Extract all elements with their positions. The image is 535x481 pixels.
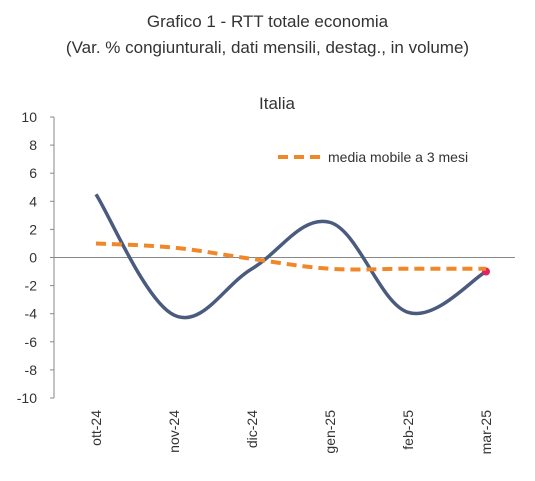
y-tick-label: -4 [25, 306, 38, 322]
y-tick-label: 4 [29, 193, 37, 209]
page-subtitle: (Var. % congiunturali, dati mensili, des… [65, 38, 470, 57]
x-tick-label: ott-24 [88, 410, 104, 446]
chart-title: Italia [259, 94, 295, 113]
series-line-moving-average [95, 241, 486, 272]
y-tick-label: 2 [29, 221, 37, 237]
y-tick-label: 0 [29, 250, 37, 266]
x-tick-label: dic-24 [244, 410, 260, 448]
x-tick-label: feb-25 [400, 410, 416, 450]
y-tick-label: -6 [25, 334, 38, 350]
x-tick-label: gen-25 [322, 410, 338, 454]
page-title: Grafico 1 - RTT totale economia [146, 12, 389, 31]
y-tick-label: 8 [29, 137, 37, 153]
legend-label: media mobile a 3 mesi [328, 149, 468, 165]
x-tick-label: nov-24 [166, 410, 182, 453]
y-tick-label: -8 [25, 362, 38, 378]
y-tick-label: 6 [29, 165, 37, 181]
x-tick-label: mar-25 [478, 410, 494, 455]
y-tick-label: 10 [21, 109, 37, 125]
series-line-rtt [94, 193, 487, 320]
y-tick-label: -10 [17, 390, 37, 406]
y-tick-label: -2 [25, 278, 38, 294]
